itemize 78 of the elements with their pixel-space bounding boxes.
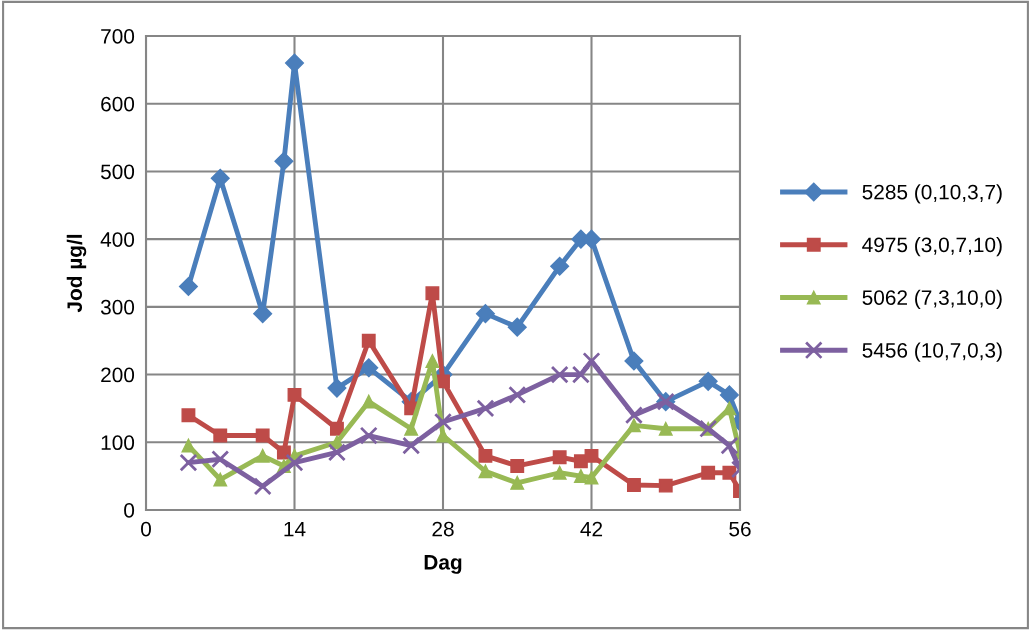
point — [178, 277, 198, 297]
point — [287, 387, 302, 402]
point — [211, 450, 230, 469]
point — [276, 445, 291, 460]
y-tick-label: 200 — [101, 367, 135, 383]
point — [478, 448, 493, 463]
point — [181, 408, 196, 423]
point — [701, 465, 716, 480]
point — [719, 385, 739, 405]
point — [658, 478, 673, 493]
point — [425, 354, 440, 368]
point — [425, 286, 440, 301]
point — [402, 436, 421, 455]
point — [698, 371, 718, 391]
point — [722, 465, 737, 480]
x-tick-label: 42 — [580, 521, 603, 537]
point — [274, 151, 294, 171]
legend-label: 5062 (7,3,10,0) — [862, 289, 1002, 310]
point — [573, 469, 588, 484]
point — [285, 453, 304, 472]
point — [658, 421, 673, 436]
point — [327, 443, 346, 462]
point — [433, 412, 453, 431]
point — [626, 418, 641, 433]
x-tick-label: 0 — [141, 521, 151, 537]
y-tick-label: 100 — [101, 435, 135, 451]
legend-label: 5285 (0,10,3,7) — [862, 184, 1002, 204]
point — [507, 317, 527, 337]
y-tick-label: 400 — [100, 232, 135, 247]
point — [359, 426, 378, 445]
point — [210, 168, 230, 188]
legend-label: 4975 (3,0,7,10) — [862, 236, 1002, 257]
y-tick-label: 500 — [100, 164, 135, 180]
point — [720, 436, 739, 455]
point — [584, 448, 599, 463]
point — [361, 394, 376, 409]
point — [476, 399, 495, 418]
legend-label: 5456 (10,7,0,3) — [862, 342, 1002, 362]
point — [508, 385, 527, 404]
point — [722, 401, 737, 416]
point — [571, 365, 590, 384]
point — [213, 472, 228, 487]
point — [624, 351, 644, 371]
point — [552, 465, 567, 480]
point — [475, 304, 495, 324]
y-axis-title: Jod µg/l — [66, 234, 87, 313]
point — [436, 428, 450, 443]
y-tick-label: 700 — [101, 29, 135, 44]
y-tick-label: 300 — [100, 299, 135, 315]
point — [213, 428, 228, 443]
x-tick-label: 56 — [729, 521, 751, 537]
x-tick-label: 28 — [432, 521, 454, 537]
point — [584, 470, 599, 485]
point — [327, 378, 347, 398]
point — [436, 374, 450, 389]
point — [478, 464, 493, 479]
x-axis-title: Dag — [424, 555, 462, 574]
y-tick-label: 0 — [124, 503, 135, 518]
point — [552, 450, 567, 465]
point — [624, 406, 643, 425]
point — [255, 428, 270, 443]
point — [253, 304, 273, 324]
point — [181, 438, 196, 453]
point — [179, 453, 198, 472]
point — [284, 53, 305, 73]
point — [255, 448, 270, 463]
point — [359, 358, 379, 378]
point — [510, 459, 525, 473]
point — [404, 421, 419, 436]
point — [510, 475, 525, 490]
x-tick-label: 14 — [284, 521, 306, 537]
point — [550, 256, 570, 276]
point — [626, 478, 641, 492]
point — [253, 477, 272, 496]
point — [550, 365, 569, 384]
point — [329, 421, 344, 436]
y-tick-label: 600 — [101, 96, 135, 112]
point — [361, 333, 376, 348]
